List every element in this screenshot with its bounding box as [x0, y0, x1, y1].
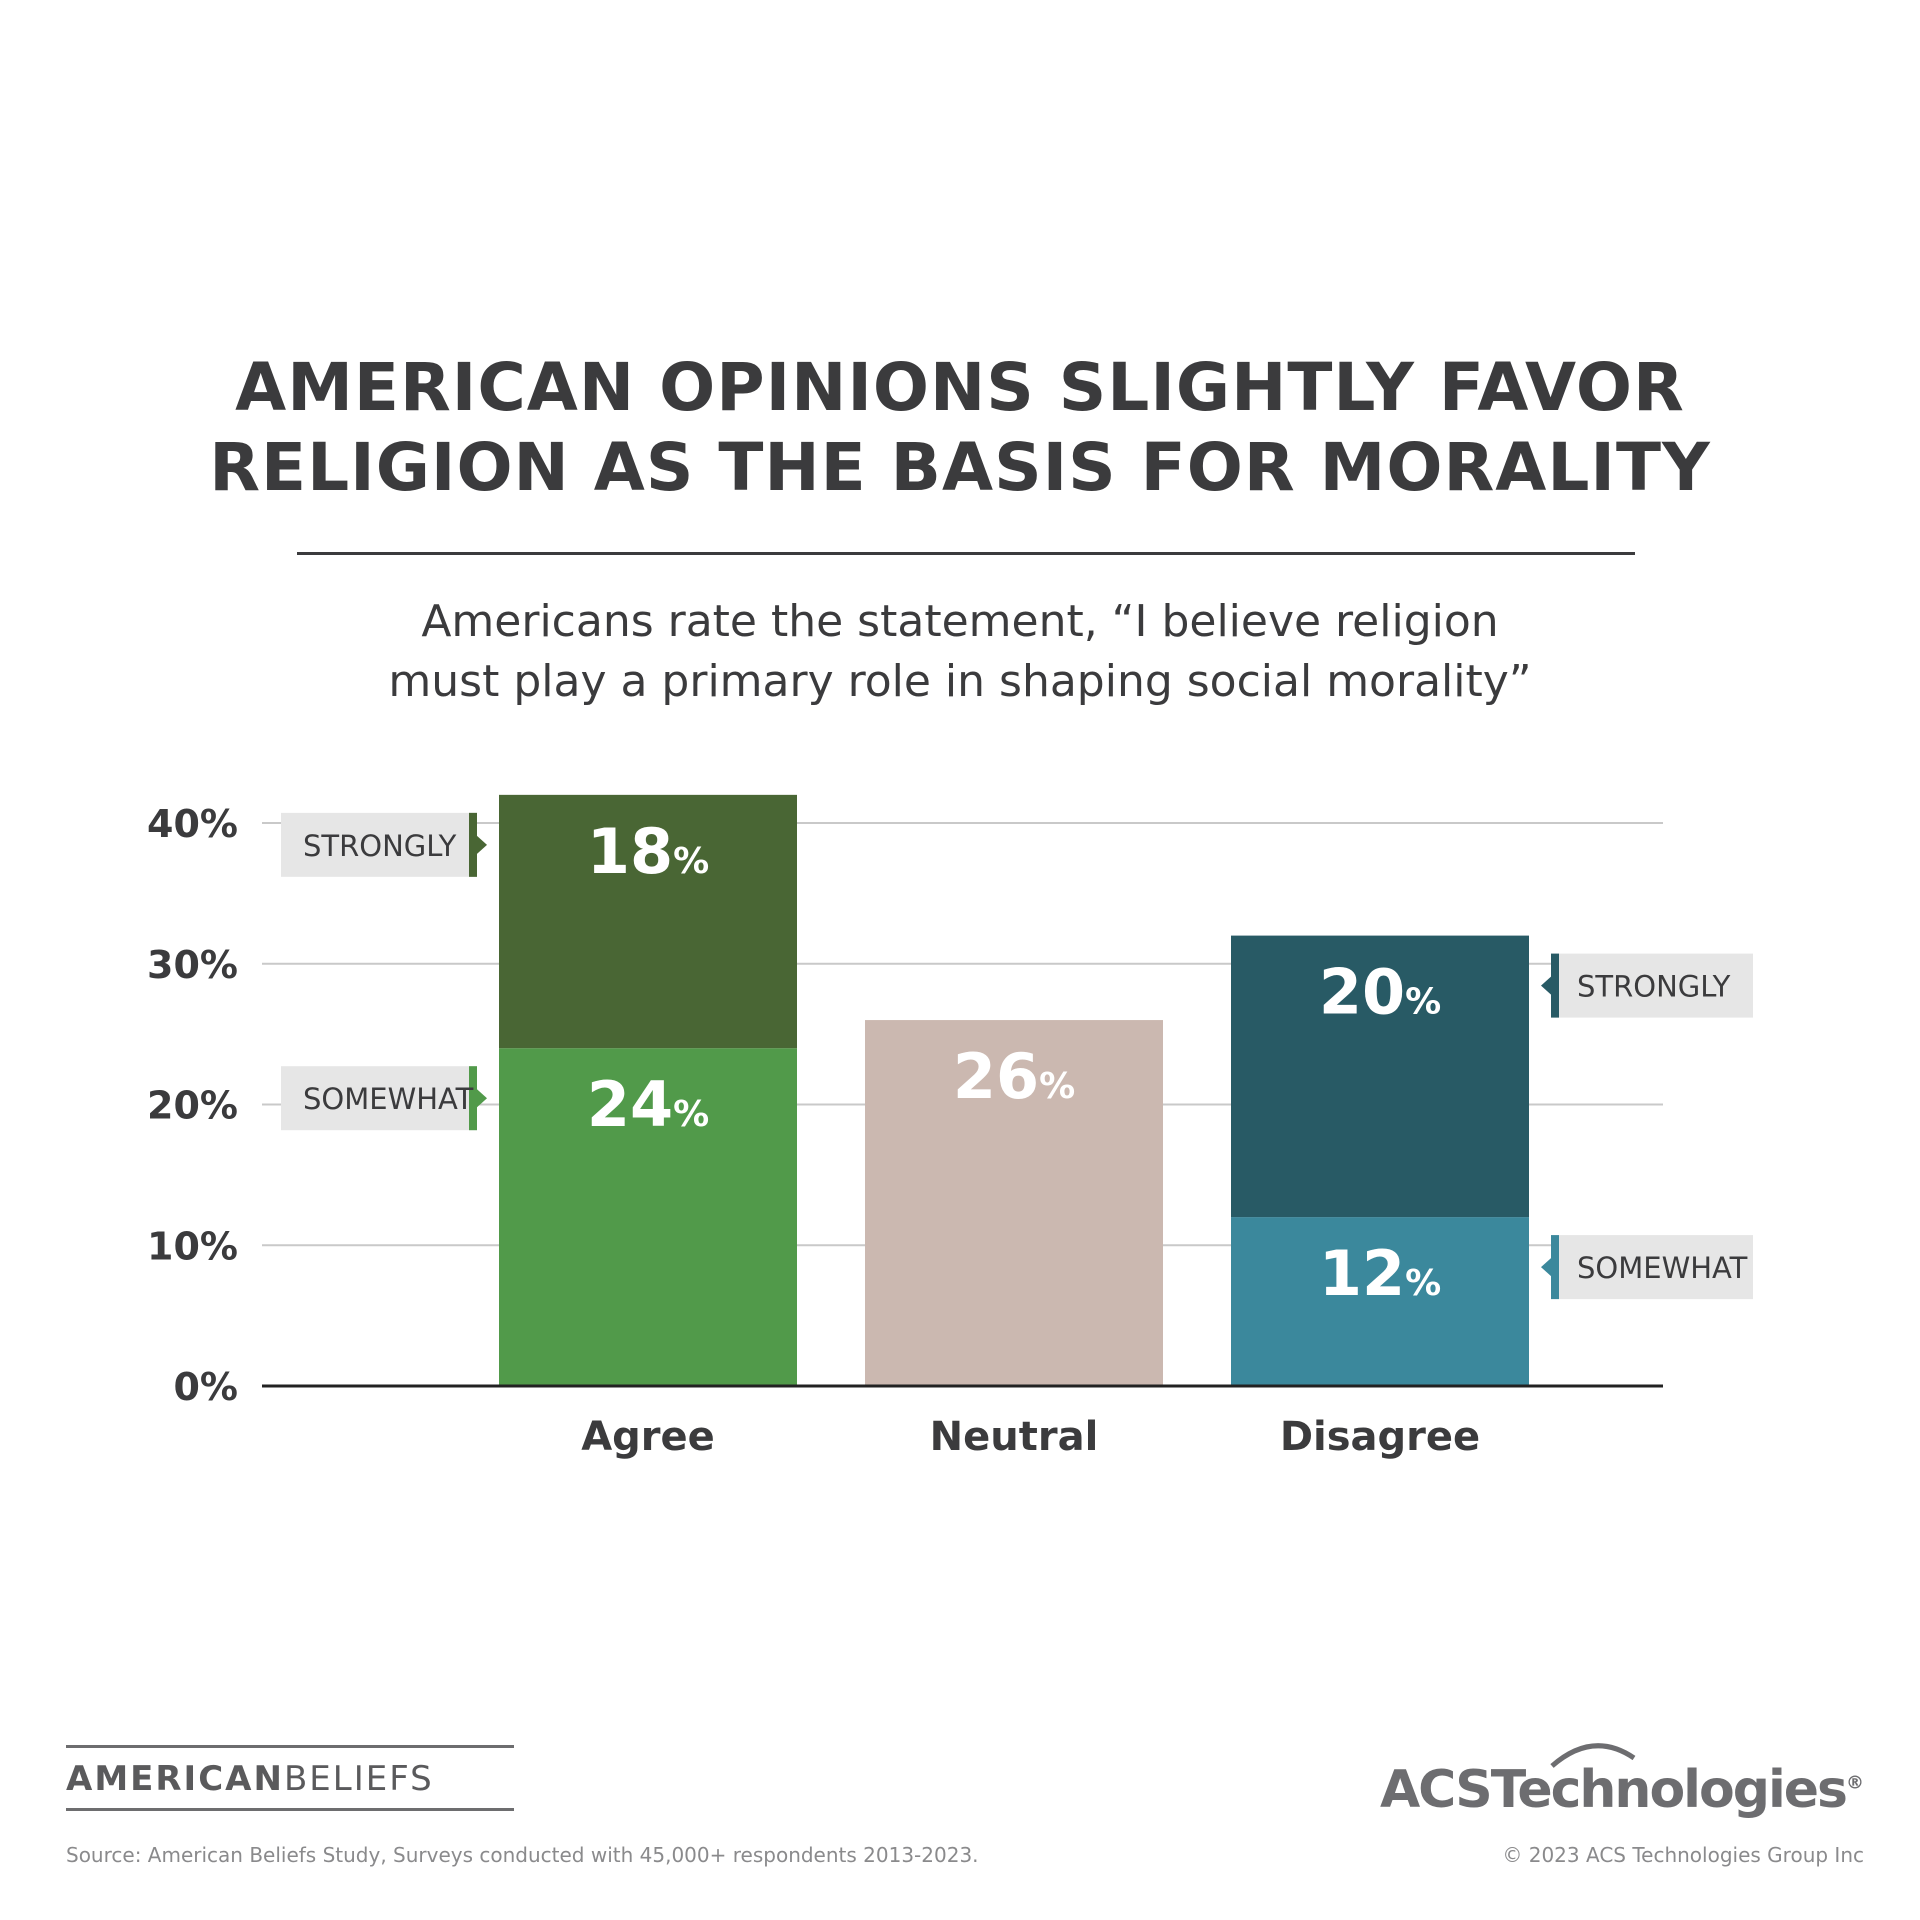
- callout-tag: [281, 1066, 477, 1131]
- bar-value-label: 12%: [1319, 1237, 1441, 1310]
- y-tick-label: 10%: [147, 1224, 238, 1268]
- subtitle-line-1: Americans rate the statement, “I believe…: [421, 596, 1499, 647]
- source-note: Source: American Beliefs Study, Surveys …: [66, 1843, 979, 1867]
- title-line-1: AMERICAN OPINIONS SLIGHTLY FAVOR: [235, 349, 1685, 426]
- x-category-label: Disagree: [1280, 1414, 1480, 1460]
- callout-pointer: [477, 1089, 487, 1108]
- callout-pointer: [1541, 976, 1551, 995]
- bar-segment: [1231, 935, 1529, 1218]
- callout-tag: [281, 812, 477, 877]
- x-category-label: Agree: [581, 1414, 715, 1460]
- title-divider: [297, 552, 1635, 555]
- bar-value-label: 18%: [587, 815, 709, 888]
- title-line-2: RELIGION AS THE BASIS FOR MORALITY: [209, 429, 1711, 506]
- callout-marker: [1551, 953, 1559, 1018]
- y-tick-label: 20%: [147, 1084, 238, 1128]
- bar-segment: [865, 1020, 1163, 1386]
- acs-logo-text: ACSTechnologies: [1379, 1760, 1848, 1820]
- callout-tag: [1551, 953, 1753, 1018]
- chart-subtitle: Americans rate the statement, “I believe…: [0, 592, 1920, 712]
- callout-marker: [1551, 1235, 1559, 1300]
- callout-label: SOMEWHAT: [303, 1082, 474, 1116]
- bar-segment: [499, 794, 797, 1049]
- y-tick-label: 40%: [147, 802, 238, 846]
- callout-marker: [469, 1066, 477, 1131]
- callout-label: STRONGLY: [303, 829, 457, 863]
- bar-value-label: 20%: [1319, 956, 1441, 1029]
- callout-label: SOMEWHAT: [1577, 1251, 1748, 1285]
- callout-tag: [1551, 1235, 1753, 1300]
- logo-brand-bold: AMERICAN: [66, 1759, 284, 1799]
- y-tick-label: 30%: [147, 943, 238, 987]
- chart-title: AMERICAN OPINIONS SLIGHTLY FAVOR RELIGIO…: [0, 348, 1920, 508]
- logo-brand-light: BELIEFS: [283, 1759, 434, 1799]
- callout-marker: [469, 812, 477, 877]
- acs-arc-icon: [1550, 1743, 1636, 1768]
- bar-segment: [499, 1048, 797, 1386]
- y-tick-label: 0%: [173, 1365, 238, 1409]
- bar-value-label: 24%: [587, 1068, 709, 1141]
- x-category-label: Neutral: [930, 1414, 1099, 1460]
- logo-top-rule: [66, 1745, 514, 1748]
- callout-label: STRONGLY: [1577, 970, 1731, 1004]
- acs-technologies-logo: ACSTechnologies®: [1379, 1760, 1864, 1820]
- callout-pointer: [1541, 1258, 1551, 1277]
- american-beliefs-logo: AMERICANBELIEFS: [66, 1745, 514, 1811]
- callout-pointer: [477, 835, 487, 854]
- logo-bottom-rule: [66, 1808, 514, 1811]
- subtitle-line-2: must play a primary role in shaping soci…: [388, 656, 1532, 707]
- copyright-note: © 2023 ACS Technologies Group Inc: [1502, 1843, 1864, 1867]
- bar-segment: [1231, 1217, 1529, 1386]
- bar-value-label: 26%: [953, 1040, 1075, 1113]
